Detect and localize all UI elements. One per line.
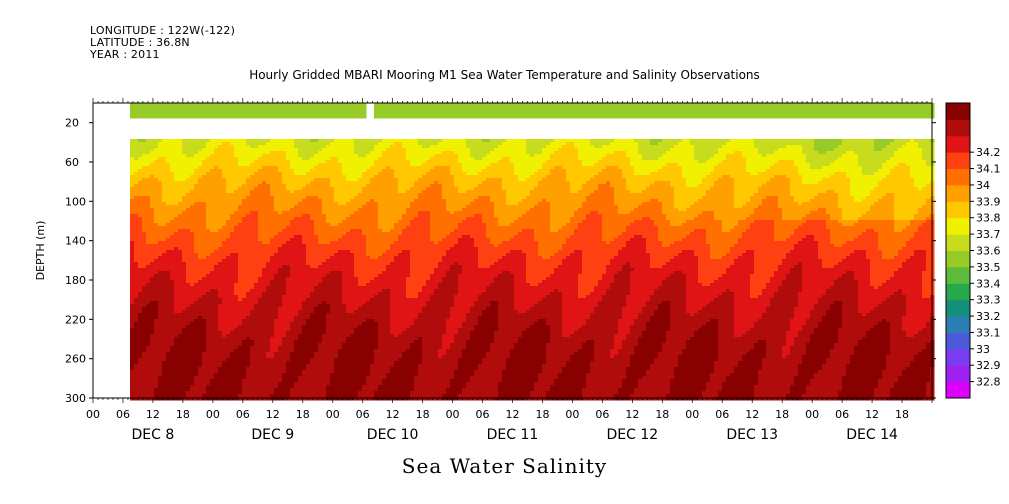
- variable-title: Sea Water Salinity: [401, 454, 608, 478]
- colorbar-swatch: [946, 152, 970, 170]
- x-day-label: DEC 11: [487, 427, 539, 443]
- colorbar-swatch: [946, 266, 970, 284]
- colorbar-label: 33: [976, 343, 990, 356]
- x-hour-label: 00: [805, 408, 819, 421]
- x-day-label: DEC 10: [367, 427, 419, 443]
- colorbar-swatch: [946, 348, 970, 366]
- colorbar-label: 33.9: [976, 195, 1001, 208]
- x-day-label: DEC 14: [846, 427, 898, 443]
- x-hour-label: 00: [326, 408, 340, 421]
- x-hour-label: 18: [416, 408, 430, 421]
- x-hour-label: 00: [206, 408, 220, 421]
- y-tick-label: 60: [65, 156, 79, 169]
- colorbar-label: 34: [976, 179, 990, 192]
- longitude-label: LONGITUDE : 122W(-122): [90, 24, 236, 37]
- x-hour-label: 06: [116, 408, 130, 421]
- x-day-label: DEC 9: [251, 427, 294, 443]
- colorbar-swatch: [946, 381, 970, 399]
- x-hour-label: 12: [266, 408, 280, 421]
- y-tick-label: 140: [65, 235, 86, 248]
- colorbar-swatch: [946, 168, 970, 186]
- salinity-field: [130, 103, 935, 401]
- colorbar-swatch: [946, 234, 970, 251]
- x-hour-label: 00: [86, 408, 100, 421]
- colorbar-label: 32.8: [976, 376, 1001, 389]
- colorbar-label: 33.3: [976, 294, 1001, 307]
- x-hour-label: 06: [595, 408, 609, 421]
- x-hour-label: 00: [685, 408, 699, 421]
- y-tick-label: 100: [65, 195, 86, 208]
- colorbar-label: 32.9: [976, 359, 1001, 372]
- colorbar-swatch: [946, 135, 970, 153]
- colorbar-label: 33.7: [976, 228, 1001, 241]
- x-hour-label: 12: [146, 408, 160, 421]
- x-hour-label: 06: [835, 408, 849, 421]
- colorbar-label: 33.4: [976, 277, 1001, 290]
- colorbar-swatch: [946, 201, 970, 219]
- x-hour-label: 12: [506, 408, 520, 421]
- x-hour-label: 12: [386, 408, 400, 421]
- x-hour-label: 12: [625, 408, 639, 421]
- x-hour-label: 06: [476, 408, 490, 421]
- colorbar-swatch: [946, 316, 970, 333]
- colorbar-swatch: [946, 103, 970, 120]
- x-hour-label: 18: [176, 408, 190, 421]
- colorbar-label: 34.1: [976, 163, 1001, 176]
- colorbar-label: 34.2: [976, 146, 1001, 159]
- x-hour-label: 06: [715, 408, 729, 421]
- y-tick-label: 220: [65, 313, 86, 326]
- x-hour-label: 00: [446, 408, 460, 421]
- colorbar-label: 33.6: [976, 245, 1001, 258]
- y-tick-label: 180: [65, 274, 86, 287]
- x-hour-label: 00: [565, 408, 579, 421]
- x-hour-label: 18: [296, 408, 310, 421]
- colorbar-swatch: [946, 119, 970, 137]
- x-hour-label: 12: [865, 408, 879, 421]
- colorbar-swatch: [946, 332, 970, 350]
- colorbar-swatch: [946, 365, 970, 383]
- x-hour-label: 06: [356, 408, 370, 421]
- y-tick-label: 260: [65, 353, 86, 366]
- latitude-label: LATITUDE : 36.8N: [90, 36, 190, 49]
- x-day-label: DEC 12: [607, 427, 659, 443]
- x-hour-label: 18: [895, 408, 909, 421]
- colorbar-swatch: [946, 283, 970, 301]
- x-hour-label: 18: [655, 408, 669, 421]
- colorbar-swatch: [946, 184, 970, 202]
- colorbar-swatch: [946, 250, 970, 268]
- y-tick-label: 300: [65, 392, 86, 405]
- x-hour-label: 06: [236, 408, 250, 421]
- x-hour-label: 18: [775, 408, 789, 421]
- colorbar-swatch: [946, 299, 970, 317]
- x-hour-label: 18: [535, 408, 549, 421]
- y-tick-label: 20: [65, 117, 79, 130]
- colorbar-label: 33.8: [976, 212, 1001, 225]
- colorbar-label: 33.1: [976, 326, 1001, 339]
- chart-title: Hourly Gridded MBARI Mooring M1 Sea Wate…: [249, 68, 760, 82]
- colorbar-label: 33.5: [976, 261, 1001, 274]
- x-day-label: DEC 8: [132, 427, 175, 443]
- x-hour-label: 12: [745, 408, 759, 421]
- colorbar-swatch: [946, 217, 970, 235]
- y-axis-label: DEPTH (m): [34, 221, 47, 281]
- year-label: YEAR : 2011: [90, 48, 160, 61]
- x-day-label: DEC 13: [726, 427, 778, 443]
- colorbar-label: 33.2: [976, 310, 1001, 323]
